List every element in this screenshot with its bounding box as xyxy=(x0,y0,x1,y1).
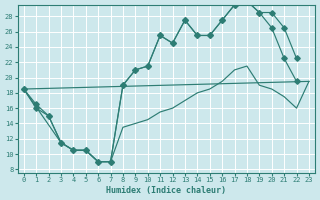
X-axis label: Humidex (Indice chaleur): Humidex (Indice chaleur) xyxy=(106,186,226,195)
